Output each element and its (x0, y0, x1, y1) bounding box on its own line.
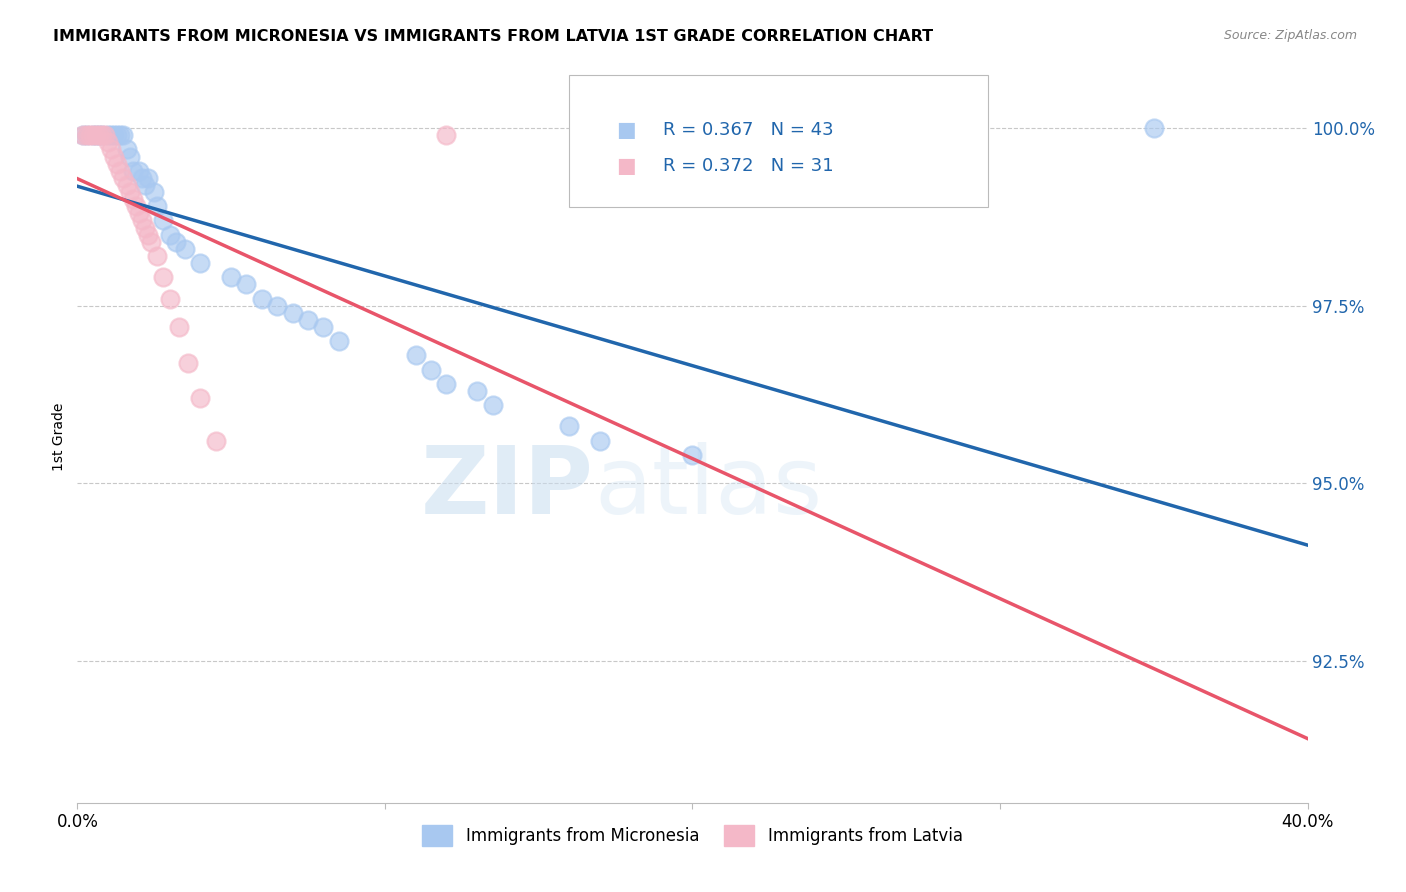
Point (558, 419, 581, 434)
Point (87, 128, 110, 143)
Point (159, 227, 181, 242)
Text: ■: ■ (616, 156, 636, 177)
Point (141, 235, 163, 249)
Point (82, 128, 104, 143)
Point (152, 213, 174, 227)
Point (131, 170, 153, 185)
Point (405, 348, 427, 362)
Point (84, 128, 107, 143)
Point (328, 334, 350, 349)
Text: Source: ZipAtlas.com: Source: ZipAtlas.com (1223, 29, 1357, 42)
Y-axis label: 1st Grade: 1st Grade (52, 403, 66, 471)
Point (188, 391, 212, 405)
Point (110, 163, 132, 178)
Point (72, 128, 94, 143)
Point (115, 143, 138, 157)
Point (136, 170, 159, 185)
Text: ZIP: ZIP (422, 442, 595, 534)
Point (128, 206, 150, 220)
Point (97, 136, 120, 150)
Point (134, 220, 156, 235)
Point (112, 128, 135, 143)
Point (159, 292, 181, 306)
Text: atlas: atlas (595, 442, 823, 534)
Text: R = 0.367   N = 43: R = 0.367 N = 43 (664, 121, 834, 139)
Point (136, 227, 159, 242)
Point (146, 249, 169, 263)
Point (76, 128, 98, 143)
Text: R = 0.372   N = 31: R = 0.372 N = 31 (664, 158, 834, 176)
Point (174, 242, 197, 256)
Point (481, 398, 503, 412)
Point (177, 355, 200, 369)
Point (235, 277, 257, 292)
Point (465, 384, 488, 398)
Point (165, 235, 187, 249)
Point (72, 128, 94, 143)
Point (420, 362, 443, 376)
Legend: Immigrants from Micronesia, Immigrants from Latvia: Immigrants from Micronesia, Immigrants f… (422, 825, 963, 846)
Point (90, 128, 114, 143)
Point (97, 128, 120, 143)
Point (167, 320, 190, 334)
Point (90, 128, 114, 143)
Point (100, 143, 122, 157)
Point (87, 128, 110, 143)
Point (682, 448, 704, 462)
Point (112, 170, 135, 185)
Point (1143, 121, 1166, 136)
Point (152, 270, 174, 285)
Point (131, 213, 153, 227)
Point (589, 434, 612, 448)
Point (125, 199, 148, 213)
Point (105, 156, 128, 170)
Point (103, 128, 125, 143)
Point (188, 256, 212, 270)
Point (118, 150, 141, 164)
FancyBboxPatch shape (569, 75, 988, 207)
Point (105, 128, 128, 143)
Point (100, 128, 122, 143)
Text: ■: ■ (616, 120, 636, 140)
Point (103, 150, 125, 164)
Point (281, 306, 304, 320)
Point (146, 199, 169, 213)
Point (312, 320, 335, 334)
Point (266, 299, 288, 313)
Point (121, 192, 143, 206)
Point (118, 185, 141, 199)
Point (82, 128, 104, 143)
Point (79, 128, 101, 143)
Point (134, 178, 156, 192)
Point (94, 128, 117, 143)
Point (121, 163, 143, 178)
Point (128, 163, 150, 178)
Point (436, 128, 458, 143)
Point (84, 128, 107, 143)
Point (115, 178, 138, 192)
Point (436, 376, 458, 391)
Point (143, 185, 166, 199)
Point (110, 128, 132, 143)
Point (219, 270, 242, 285)
Point (76, 128, 98, 143)
Text: IMMIGRANTS FROM MICRONESIA VS IMMIGRANTS FROM LATVIA 1ST GRADE CORRELATION CHART: IMMIGRANTS FROM MICRONESIA VS IMMIGRANTS… (53, 29, 934, 44)
Point (250, 292, 273, 306)
Point (297, 313, 319, 327)
Point (204, 434, 226, 448)
